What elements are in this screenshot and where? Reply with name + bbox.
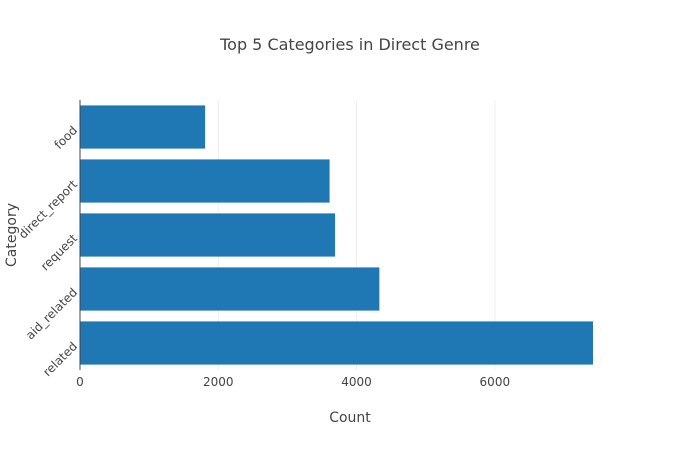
x-tick-label: 6000: [480, 375, 511, 389]
y-tick-label: aid_related: [23, 285, 80, 342]
bar: [80, 159, 330, 203]
bar: [80, 105, 206, 149]
bar: [80, 267, 380, 311]
bar: [80, 213, 336, 257]
bar: [80, 321, 593, 365]
bars: [80, 105, 593, 365]
x-tick-label: 0: [76, 375, 84, 389]
y-tick-labels: relatedaid_relatedrequestdirect_reportfo…: [16, 123, 81, 379]
y-tick-label: request: [38, 231, 80, 273]
x-tick-label: 2000: [203, 375, 234, 389]
x-tick-labels: 0 2000 4000 6000: [76, 375, 510, 389]
chart-title: Top 5 Categories in Direct Genre: [219, 35, 480, 54]
y-axis-title: Category: [4, 203, 20, 267]
y-tick-label: food: [51, 123, 80, 152]
x-tick-label: 4000: [341, 375, 372, 389]
x-axis-title: Count: [329, 410, 371, 426]
y-tick-label: related: [40, 339, 80, 379]
